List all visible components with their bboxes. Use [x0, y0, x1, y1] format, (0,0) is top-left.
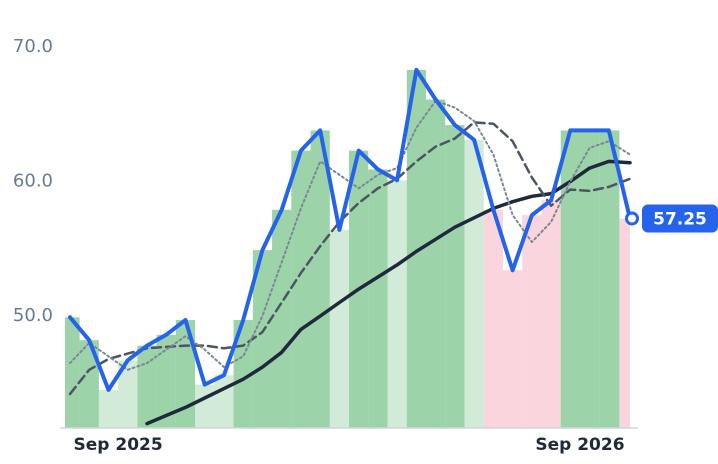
price-area — [65, 317, 80, 428]
price-area — [156, 334, 176, 428]
price-area — [329, 229, 350, 428]
price-area — [426, 99, 446, 429]
x-tick-label: Sep 2025 — [74, 435, 163, 455]
price-area — [560, 130, 580, 428]
price-area — [195, 384, 215, 428]
y-tick-label: 60.0 — [13, 171, 53, 192]
price-area — [98, 389, 119, 428]
price-area — [522, 215, 542, 428]
price-line — [68, 67, 632, 392]
price-area — [619, 218, 630, 428]
y-tick-label: 70.0 — [13, 36, 53, 57]
price-area — [483, 209, 503, 428]
moving-average-line — [69, 99, 631, 371]
x-tick-label: Sep 2026 — [535, 435, 624, 455]
price-area — [272, 209, 292, 428]
price-area — [406, 69, 427, 429]
price-area — [579, 130, 600, 428]
last-value-label: 57.25 — [653, 210, 707, 230]
price-area — [599, 130, 620, 428]
moving-average-line — [68, 121, 632, 396]
price-area — [502, 270, 523, 428]
price-area — [79, 340, 99, 428]
moving-average-line — [145, 159, 632, 426]
price-area — [137, 345, 157, 428]
price-area — [387, 180, 407, 428]
price-area — [445, 125, 465, 429]
last-value-dot — [624, 211, 639, 226]
price-area — [252, 250, 273, 428]
price-area — [310, 130, 330, 428]
price-area — [214, 375, 234, 428]
last-value-badge — [642, 204, 718, 233]
price-area — [118, 360, 138, 428]
price-area — [464, 139, 484, 429]
price-area — [541, 200, 561, 428]
price-area — [368, 169, 388, 429]
y-tick-label: 50.0 — [13, 305, 53, 326]
